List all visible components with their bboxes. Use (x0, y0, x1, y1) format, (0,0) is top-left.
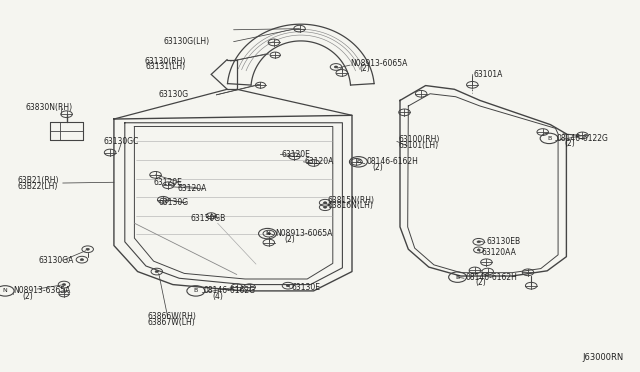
Text: 63120AA: 63120AA (481, 248, 516, 257)
Text: N08913-6065A: N08913-6065A (275, 229, 333, 238)
Text: 63131(LH): 63131(LH) (145, 62, 186, 71)
Text: (2): (2) (360, 64, 371, 73)
Circle shape (477, 249, 480, 251)
Text: 63816N(LH): 63816N(LH) (328, 201, 374, 210)
Text: 63866W(RH): 63866W(RH) (147, 312, 196, 321)
Text: (4): (4) (212, 292, 223, 301)
Circle shape (80, 259, 84, 261)
Text: (2): (2) (22, 292, 33, 301)
Circle shape (334, 66, 338, 68)
Circle shape (477, 241, 481, 243)
Text: 63101(LH): 63101(LH) (398, 141, 438, 150)
Text: N08913-6065A: N08913-6065A (351, 59, 408, 68)
Text: 63130GB: 63130GB (191, 214, 226, 223)
Text: B: B (356, 159, 360, 164)
Circle shape (86, 248, 90, 250)
Text: 08146-6162G: 08146-6162G (204, 286, 255, 295)
Circle shape (286, 285, 290, 287)
Text: 63B21(RH): 63B21(RH) (18, 176, 60, 185)
Text: 08146-6162H: 08146-6162H (466, 273, 518, 282)
Text: (2): (2) (564, 140, 575, 148)
Circle shape (267, 232, 271, 235)
Text: N08913-6365A: N08913-6365A (13, 286, 70, 295)
Text: 63120A: 63120A (178, 185, 207, 193)
Text: (2): (2) (475, 278, 486, 287)
Text: 63867W(LH): 63867W(LH) (147, 318, 195, 327)
Text: 63130G: 63130G (159, 198, 189, 207)
Text: 63130EB: 63130EB (486, 237, 520, 246)
Text: 63B22(LH): 63B22(LH) (18, 182, 58, 190)
Text: 63100(RH): 63100(RH) (398, 135, 440, 144)
Text: 63815N(RH): 63815N(RH) (328, 196, 374, 205)
Circle shape (155, 270, 159, 273)
Text: 63120E: 63120E (154, 178, 182, 187)
Text: 63130G(LH): 63130G(LH) (164, 37, 210, 46)
Text: (2): (2) (372, 163, 383, 172)
Text: J63000RN: J63000RN (583, 353, 624, 362)
Text: 63120A: 63120A (305, 157, 334, 166)
Circle shape (62, 283, 66, 286)
Text: 63130GC: 63130GC (104, 137, 139, 146)
Text: N: N (265, 231, 270, 236)
Text: 63130GA: 63130GA (38, 256, 74, 265)
Text: B: B (194, 288, 198, 294)
Text: 63130E: 63130E (291, 283, 320, 292)
Text: 63101A: 63101A (474, 70, 503, 79)
Text: B: B (547, 136, 551, 141)
Text: (2): (2) (285, 235, 296, 244)
Text: 08146-6162H: 08146-6162H (366, 157, 418, 166)
Circle shape (323, 202, 327, 204)
Circle shape (323, 206, 327, 208)
Text: 63130(RH): 63130(RH) (144, 57, 186, 66)
Text: 63830N(RH): 63830N(RH) (26, 103, 73, 112)
Text: B: B (456, 275, 460, 280)
Text: N: N (3, 288, 8, 294)
Text: 63120E: 63120E (282, 150, 310, 159)
Text: 08146-6122G: 08146-6122G (557, 134, 609, 143)
Text: 63130G: 63130G (159, 90, 189, 99)
